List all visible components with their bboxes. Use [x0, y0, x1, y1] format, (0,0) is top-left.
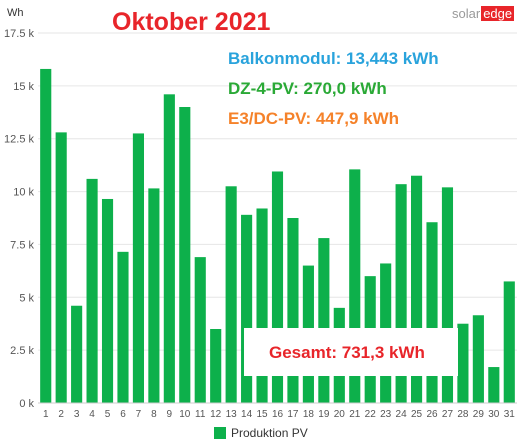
bar-day-2[interactable] — [55, 132, 67, 403]
logo-part-solar: solar — [452, 6, 481, 21]
legend[interactable]: Produktion PV — [214, 426, 308, 440]
annotation-balkonmodul: Balkonmodul: 13,443 kWh — [228, 49, 439, 68]
legend-swatch — [214, 427, 226, 439]
bar-day-5[interactable] — [101, 198, 114, 403]
y-tick-label: 7.5 k — [10, 239, 34, 251]
x-tick-label: 31 — [504, 409, 516, 420]
x-tick-label: 23 — [380, 409, 392, 420]
legend-label: Produktion PV — [231, 426, 308, 440]
bar-day-21[interactable] — [349, 169, 361, 403]
bar-day-30[interactable] — [488, 367, 500, 403]
x-tick-label: 9 — [167, 409, 173, 420]
y-axis-label: Wh — [7, 7, 24, 19]
bar-day-12[interactable] — [210, 329, 222, 403]
x-tick-label: 14 — [241, 409, 253, 420]
x-tick-label: 25 — [411, 409, 423, 420]
x-tick-label: 30 — [488, 409, 500, 420]
total-box — [244, 328, 458, 376]
bar-day-19[interactable] — [318, 238, 330, 403]
bar-day-13[interactable] — [225, 186, 237, 403]
x-tick-label: 20 — [334, 409, 346, 420]
bar-day-26[interactable] — [426, 222, 438, 403]
x-tick-label: 10 — [179, 409, 191, 420]
bar-day-11[interactable] — [194, 257, 206, 403]
x-tick-label: 28 — [457, 409, 469, 420]
x-tick-label: 15 — [256, 409, 268, 420]
bar-day-16[interactable] — [271, 171, 284, 403]
y-tick-label: 12.5 k — [4, 134, 34, 146]
bars — [40, 68, 515, 404]
logo-part-edge: edge — [481, 6, 515, 21]
solaredge-logo: solar edge — [452, 6, 515, 21]
bar-day-29[interactable] — [472, 315, 484, 403]
annotation-e3dc: E3/DC-PV: 447,9 kWh — [228, 109, 400, 128]
x-tick-label: 21 — [349, 409, 361, 420]
bar-day-17[interactable] — [287, 218, 299, 403]
x-tick-label: 12 — [210, 409, 222, 420]
x-tick-label: 22 — [365, 409, 377, 420]
x-tick-label: 7 — [136, 409, 142, 420]
x-axis-ticks: 1 2 3 4 5 6 7 8 9 10 11 12 13 14 15 16 17 18 19 20 21 22 23 24 2… — [43, 409, 515, 420]
annotation-total: Gesamt: 731,3 kWh — [269, 343, 425, 362]
x-tick-label: 27 — [442, 409, 454, 420]
x-tick-label: 11 — [195, 409, 206, 420]
chart-title: Oktober 2021 — [112, 8, 271, 36]
y-tick-label: 5 k — [19, 292, 34, 304]
y-tick-label: 2.5 k — [10, 345, 34, 357]
bar-day-10[interactable] — [179, 107, 191, 403]
bar-day-4[interactable] — [86, 178, 98, 403]
y-tick-label: 10 k — [13, 187, 34, 199]
bar-day-9[interactable] — [163, 94, 175, 404]
bar-day-28[interactable] — [457, 323, 469, 403]
x-tick-label: 16 — [272, 409, 284, 420]
x-tick-label: 26 — [426, 409, 438, 420]
bar-day-31[interactable] — [503, 281, 515, 403]
x-tick-label: 2 — [58, 409, 64, 420]
x-tick-label: 1 — [43, 409, 49, 420]
x-tick-label: 19 — [318, 409, 330, 420]
bar-day-15[interactable] — [256, 208, 268, 403]
annotation-dz4pv: DZ-4-PV: 270,0 kWh — [228, 79, 387, 98]
y-axis-ticks: 0 k 2.5 k 5 k 7.5 k 10 k 12.5 k 15 k 17.5 k — [4, 28, 34, 410]
bar-day-25[interactable] — [411, 175, 423, 403]
bar-day-6[interactable] — [117, 251, 129, 403]
x-tick-label: 29 — [473, 409, 485, 420]
bar-day-8[interactable] — [148, 188, 160, 403]
x-tick-label: 18 — [303, 409, 315, 420]
y-tick-label: 17.5 k — [4, 28, 34, 40]
bar-day-7[interactable] — [132, 133, 144, 403]
x-tick-label: 17 — [287, 409, 299, 420]
bar-day-24[interactable] — [395, 184, 407, 403]
x-tick-label: 24 — [396, 409, 408, 420]
x-tick-label: 8 — [151, 409, 157, 420]
x-tick-label: 5 — [105, 409, 111, 420]
y-tick-label: 0 k — [19, 398, 34, 410]
bar-day-1[interactable] — [40, 68, 52, 403]
bar-day-27[interactable] — [441, 187, 454, 403]
y-tick-label: 15 k — [13, 81, 34, 93]
x-tick-label: 13 — [226, 409, 238, 420]
bar-day-3[interactable] — [71, 305, 83, 403]
bar-day-14[interactable] — [241, 214, 253, 403]
x-tick-label: 6 — [120, 409, 126, 420]
x-tick-label: 4 — [89, 409, 95, 420]
x-tick-label: 3 — [74, 409, 80, 420]
